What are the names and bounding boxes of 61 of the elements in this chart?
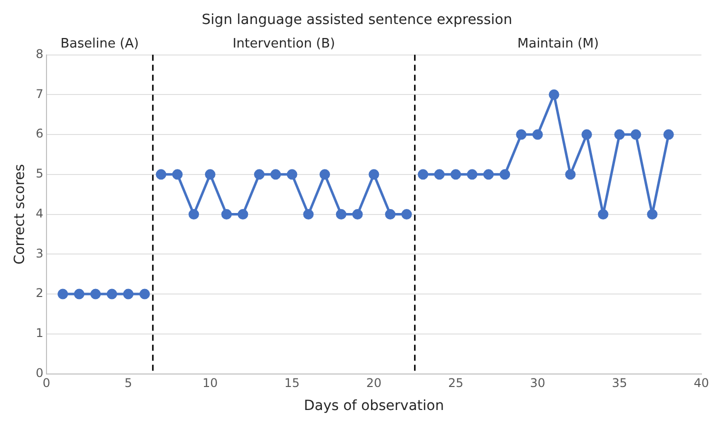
point	[483, 169, 494, 180]
point	[418, 169, 428, 180]
point	[548, 89, 560, 100]
point	[368, 169, 380, 180]
y-axis-title: Correct scores	[12, 164, 28, 265]
point	[434, 169, 445, 180]
point	[466, 169, 478, 180]
point	[156, 169, 166, 180]
point	[90, 288, 101, 300]
point	[303, 209, 314, 220]
point	[598, 209, 608, 220]
point	[500, 169, 510, 180]
y-tick-label: 4	[36, 206, 44, 220]
point	[58, 288, 68, 300]
point	[630, 129, 642, 140]
y-tick-label: 1	[36, 326, 44, 340]
point	[663, 129, 674, 140]
point	[286, 169, 298, 180]
point	[385, 209, 396, 220]
y-tick-label: 5	[36, 166, 44, 181]
text: Baseline (A)	[60, 36, 139, 52]
point	[320, 169, 330, 180]
point	[254, 169, 265, 180]
y-tick-label: 8	[36, 46, 44, 61]
y-tick-label: 2	[36, 286, 44, 300]
point	[188, 209, 200, 220]
point	[352, 209, 363, 220]
point	[74, 288, 84, 300]
x-tick-label: 25	[448, 376, 464, 390]
x-axis-title: Days of observation	[304, 398, 444, 414]
x-tick-label: 20	[366, 376, 382, 390]
point	[221, 209, 232, 220]
point	[565, 169, 576, 180]
y-tick-label: 6	[36, 126, 44, 141]
text: Maintain (M)	[517, 36, 599, 52]
point	[401, 209, 412, 220]
y-tick-label: 0	[36, 366, 44, 380]
x-tick-label: 5	[124, 376, 132, 390]
point	[238, 209, 248, 220]
point	[270, 169, 281, 180]
point	[204, 169, 216, 180]
y-tick-label: 7	[36, 86, 44, 101]
point	[172, 169, 183, 180]
chart-title: Sign language assisted sentence expression	[202, 12, 512, 28]
point	[582, 129, 592, 140]
x-tick-label: 15	[284, 376, 300, 390]
point	[336, 209, 346, 220]
point	[516, 129, 527, 140]
point	[646, 209, 658, 220]
point	[123, 288, 134, 300]
point	[532, 129, 543, 140]
x-tick-label: 35	[612, 376, 628, 390]
y-tick-label: 3	[36, 246, 44, 260]
x-tick-label: 40	[694, 376, 710, 390]
point	[450, 169, 462, 180]
point	[614, 129, 625, 140]
x-tick-label: 30	[530, 376, 546, 390]
point	[106, 288, 118, 300]
x-tick-label: 10	[202, 376, 218, 390]
point	[139, 288, 150, 300]
text: Intervention (B)	[232, 36, 336, 52]
